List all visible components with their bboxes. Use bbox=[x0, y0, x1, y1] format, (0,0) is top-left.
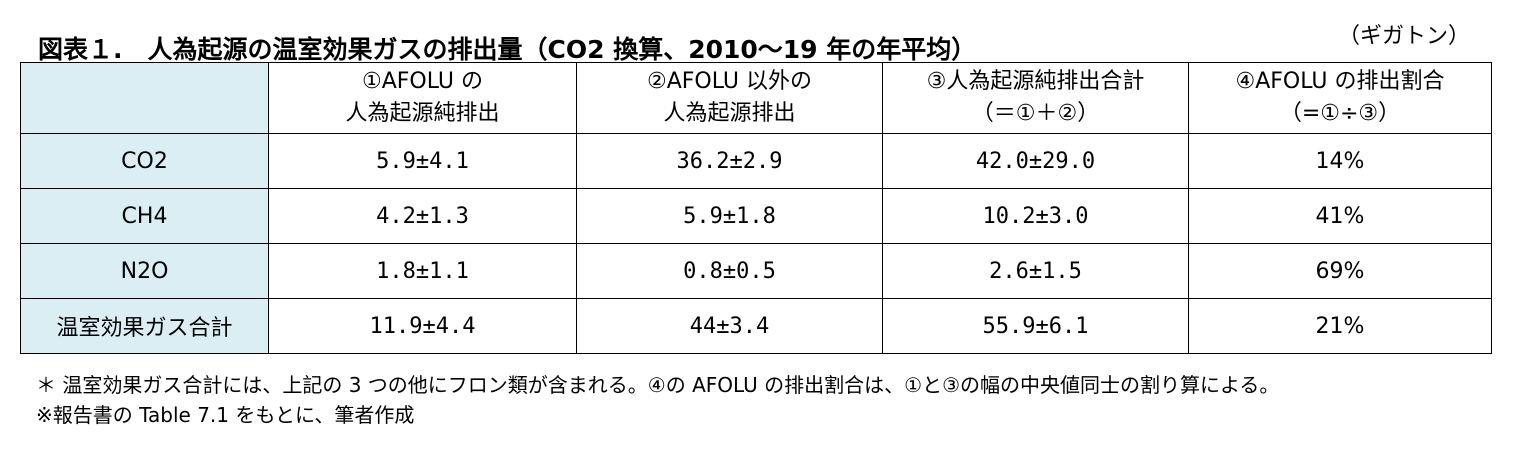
column-header-line: 人為起源純排出 bbox=[345, 101, 500, 126]
column-header-line: （＝①＋②） bbox=[971, 101, 1100, 126]
cell-afolu-net: 11.9±4.4 bbox=[268, 298, 577, 354]
table-row-total: 温室効果ガス合計 11.9±4.4 44±3.4 55.9±6.1 21% bbox=[20, 298, 1492, 354]
column-header-line: 人為起源排出 bbox=[663, 101, 796, 126]
column-header-afolu-net: ①AFOLU の 人為起源純排出 bbox=[268, 62, 577, 134]
column-header-line: ①AFOLU の bbox=[361, 69, 483, 94]
column-header-line: （=①÷③） bbox=[1279, 101, 1401, 126]
footnote-source: ※報告書の Table 7.1 をもとに、筆者作成 bbox=[36, 403, 415, 427]
table-corner-cell bbox=[20, 62, 269, 134]
row-label: N2O bbox=[20, 243, 269, 299]
table-header-row: ①AFOLU の 人為起源純排出 ②AFOLU 以外の 人為起源排出 ③人為起源… bbox=[20, 62, 1492, 134]
cell-afolu-share: 69% bbox=[1188, 243, 1492, 299]
column-header-total-net: ③人為起源純排出合計 （＝①＋②） bbox=[882, 62, 1189, 134]
column-header-line: ④AFOLU の排出割合 bbox=[1235, 69, 1445, 94]
column-header-afolu-share: ④AFOLU の排出割合 （=①÷③） bbox=[1188, 62, 1492, 134]
table-row-co2: CO2 5.9±4.1 36.2±2.9 42.0±29.0 14% bbox=[20, 133, 1492, 189]
cell-afolu-net: 1.8±1.1 bbox=[268, 243, 577, 299]
cell-afolu-net: 4.2±1.3 bbox=[268, 188, 577, 244]
cell-afolu-share: 41% bbox=[1188, 188, 1492, 244]
row-label: 温室効果ガス合計 bbox=[20, 298, 269, 354]
cell-total-net: 2.6±1.5 bbox=[882, 243, 1189, 299]
cell-afolu-share: 21% bbox=[1188, 298, 1492, 354]
column-header-non-afolu: ②AFOLU 以外の 人為起源排出 bbox=[576, 62, 883, 134]
column-header-line: ③人為起源純排出合計 bbox=[926, 69, 1145, 94]
unit-label: （ギガトン） bbox=[1337, 24, 1470, 49]
cell-total-net: 42.0±29.0 bbox=[882, 133, 1189, 189]
cell-non-afolu: 36.2±2.9 bbox=[576, 133, 883, 189]
cell-non-afolu: 44±3.4 bbox=[576, 298, 883, 354]
row-label: CO2 bbox=[20, 133, 269, 189]
cell-total-net: 10.2±3.0 bbox=[882, 188, 1189, 244]
footnote-total: ＊ 温室効果ガス合計には、上記の 3 つの他にフロン類が含まれる。④の AFOL… bbox=[36, 373, 1280, 397]
column-header-line: ②AFOLU 以外の bbox=[646, 69, 812, 94]
figure-title: 図表１. 人為起源の温室効果ガスの排出量（CO2 換算、2010～19 年の年平… bbox=[38, 35, 977, 64]
cell-total-net: 55.9±6.1 bbox=[882, 298, 1189, 354]
cell-afolu-net: 5.9±4.1 bbox=[268, 133, 577, 189]
cell-non-afolu: 0.8±0.5 bbox=[576, 243, 883, 299]
emissions-table: ①AFOLU の 人為起源純排出 ②AFOLU 以外の 人為起源排出 ③人為起源… bbox=[20, 62, 1492, 354]
cell-afolu-share: 14% bbox=[1188, 133, 1492, 189]
table-row-ch4: CH4 4.2±1.3 5.9±1.8 10.2±3.0 41% bbox=[20, 188, 1492, 244]
cell-non-afolu: 5.9±1.8 bbox=[576, 188, 883, 244]
row-label: CH4 bbox=[20, 188, 269, 244]
table-row-n2o: N2O 1.8±1.1 0.8±0.5 2.6±1.5 69% bbox=[20, 243, 1492, 299]
